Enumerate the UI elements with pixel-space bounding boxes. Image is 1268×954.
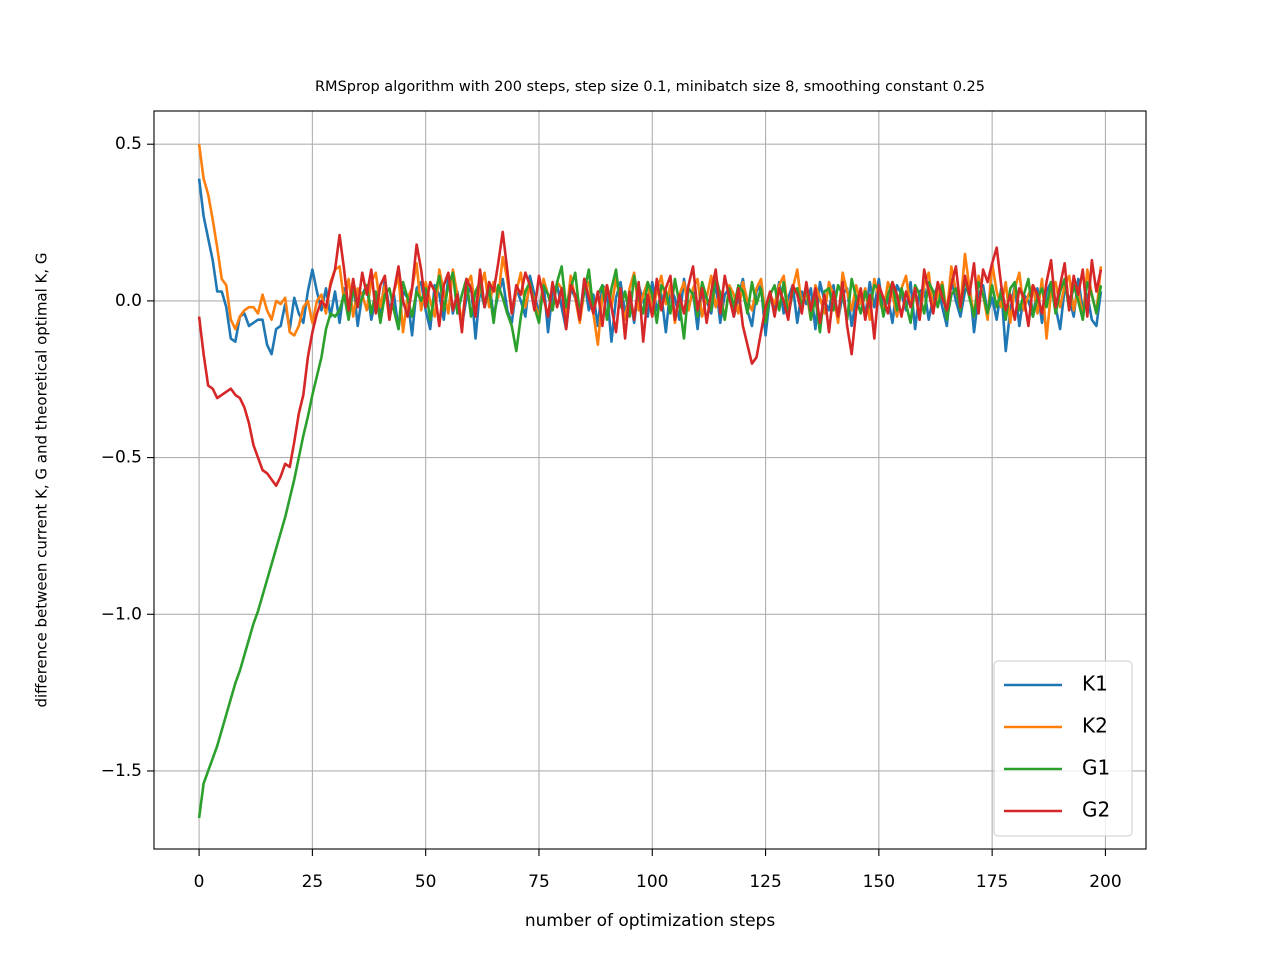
y-axis-label: difference between current K, G and theo…	[33, 252, 51, 707]
x-tick-label: 75	[528, 872, 550, 892]
series-line	[197, 230, 1103, 488]
chart-title: RMSprop algorithm with 200 steps, step s…	[315, 79, 985, 95]
legend-box	[993, 660, 1133, 837]
y-tick-label: −0.5	[101, 448, 142, 468]
series-line	[197, 144, 1103, 347]
series-line	[197, 265, 1103, 819]
x-tick-label: 0	[194, 872, 205, 892]
x-tick-label: 150	[863, 872, 895, 892]
y-tick-label: −1.0	[101, 604, 142, 624]
legend-label: G1	[1082, 756, 1110, 780]
x-tick-label: 100	[636, 872, 668, 892]
x-tick-label: 175	[976, 872, 1008, 892]
y-tick-label: 0.0	[115, 291, 142, 311]
y-tick-label: −1.5	[101, 761, 142, 781]
legend: K1 K2 G1 G2	[993, 660, 1133, 837]
x-tick-label: 25	[302, 872, 324, 892]
legend-label: K2	[1082, 714, 1108, 738]
y-tick-label: 0.5	[115, 134, 142, 154]
plot-frame	[153, 110, 1147, 850]
x-tick-label: 125	[749, 872, 781, 892]
legend-label: K1	[1082, 672, 1108, 696]
x-tick-label: 200	[1089, 872, 1121, 892]
x-axis-label: number of optimization steps	[525, 911, 775, 931]
x-tick-label: 50	[415, 872, 437, 892]
legend-label: G2	[1082, 798, 1110, 822]
